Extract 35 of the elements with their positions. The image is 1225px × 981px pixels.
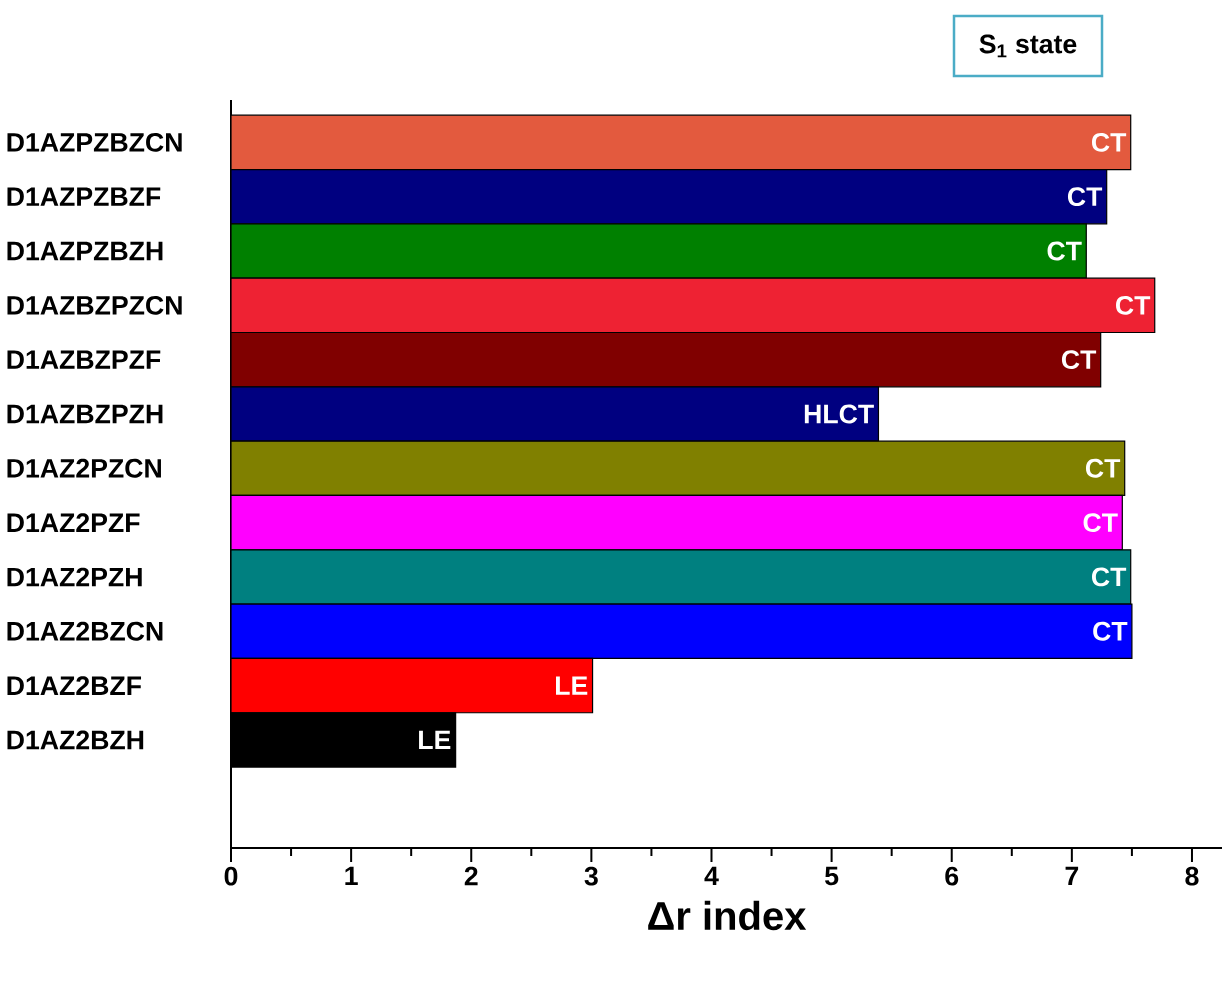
x-tick-label: 1 <box>345 866 358 886</box>
y-tick-label: D1AZ2BZF <box>7 676 142 695</box>
x-tick-label: 7 <box>1065 866 1079 886</box>
data-label: LE <box>419 730 451 750</box>
y-tick-label: D1AZBZPZF <box>7 350 161 369</box>
x-tick-label: 5 <box>825 866 839 886</box>
data-label: CT <box>1093 621 1128 641</box>
y-tick-label: D1AZ2PZF <box>7 513 140 532</box>
data-label: CT <box>1085 458 1121 478</box>
y-tick-label: D1AZ2BZCN <box>7 621 163 641</box>
y-tick-label: D1AZPZBZF <box>7 187 161 206</box>
data-label: CT <box>1083 513 1118 533</box>
data-label: CT <box>1061 350 1097 370</box>
data-label: LE <box>556 676 588 695</box>
data-label: CT <box>1091 132 1127 152</box>
x-tick-label: 3 <box>584 866 598 886</box>
y-tick-label: D1AZ2BZH <box>7 730 144 750</box>
text: S$_{1}$ state <box>979 34 1077 58</box>
y-tick-label: D1AZ2PZH <box>7 567 142 587</box>
data-label: CT <box>1047 241 1082 261</box>
data-label: CT <box>1116 295 1151 315</box>
x-tick-label: 8 <box>1185 866 1199 886</box>
data-label: CT <box>1091 567 1127 587</box>
x-tick-label: 6 <box>945 866 959 886</box>
x-tick-label: 0 <box>224 866 238 886</box>
y-tick-label: D1AZBZPZH <box>7 404 163 424</box>
y-tick-label: D1AZPZBZCN <box>7 132 182 152</box>
y-tick-label: D1AZ2PZCN <box>7 458 161 478</box>
y-tick-label: D1AZPZBZH <box>7 241 163 261</box>
x-tick-label: 4 <box>704 866 719 886</box>
data-label: HLCT <box>804 404 874 424</box>
x-axis-title: Δr index <box>648 900 807 931</box>
data-label: CT <box>1067 187 1103 207</box>
x-tick-label: 2 <box>464 866 478 886</box>
y-tick-label: D1AZBZPZCN <box>7 295 182 315</box>
